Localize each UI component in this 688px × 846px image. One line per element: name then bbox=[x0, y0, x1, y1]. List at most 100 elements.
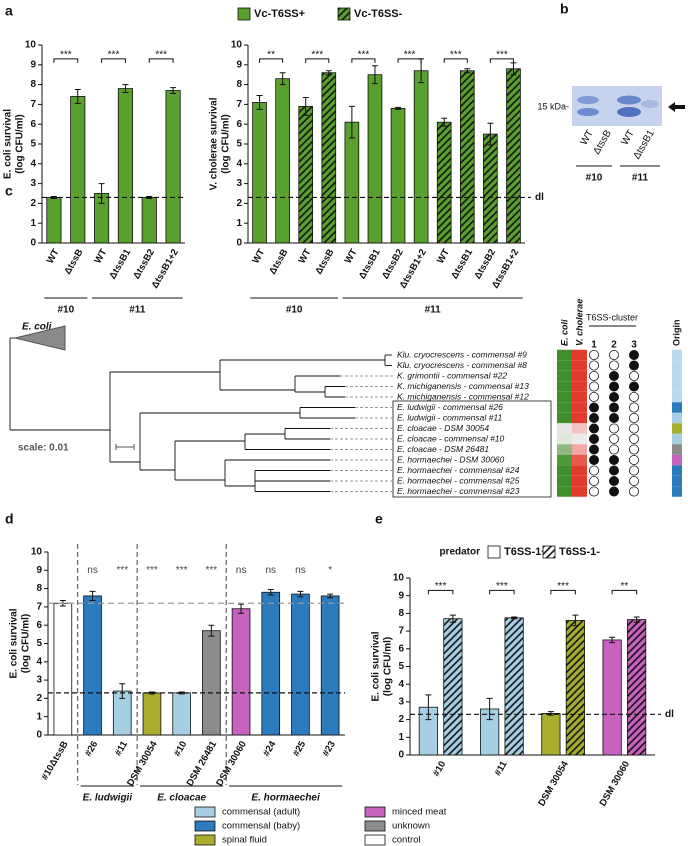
y-tick-label: 7 bbox=[36, 602, 42, 613]
cluster-presence bbox=[629, 391, 640, 402]
cluster-presence bbox=[629, 475, 640, 486]
x-tick-label: #11 bbox=[492, 759, 510, 778]
bar bbox=[165, 90, 181, 244]
y-tick-label: 4 bbox=[36, 656, 42, 667]
origin-cell bbox=[672, 412, 682, 424]
blot-band bbox=[577, 96, 599, 104]
sig-label: *** bbox=[155, 50, 167, 61]
heatmap-cell bbox=[572, 486, 587, 497]
marker-label: 15 kDa- bbox=[537, 101, 569, 111]
legend-label: T6SS-1- bbox=[559, 546, 600, 558]
heatmap-cell bbox=[557, 370, 572, 382]
sig-bracket bbox=[148, 58, 174, 63]
error-bar bbox=[511, 616, 518, 620]
heatmap-cell bbox=[557, 454, 572, 466]
sig-label: *** bbox=[496, 50, 508, 61]
heatmap-cell bbox=[557, 391, 572, 403]
heatmap-cell bbox=[557, 381, 572, 392]
sig-label: * bbox=[328, 565, 332, 576]
bar bbox=[141, 197, 157, 244]
leaf-label: K. grimontii - commensal #22 bbox=[397, 370, 507, 380]
heatmap-cell bbox=[572, 454, 587, 466]
legend-label: Vc-T6SS- bbox=[354, 8, 403, 20]
panel-label: c bbox=[5, 183, 13, 199]
group-label: E. hormaechei bbox=[251, 793, 320, 804]
y-axis-label: (log CFU/ml) bbox=[21, 614, 32, 673]
origin-cell bbox=[672, 349, 682, 361]
sig-bracket bbox=[611, 589, 638, 595]
panel-label: e bbox=[375, 511, 383, 527]
sig-label: *** bbox=[435, 581, 447, 592]
cluster-number: 3 bbox=[631, 340, 637, 351]
bar bbox=[541, 713, 561, 756]
legend-swatch bbox=[364, 820, 386, 832]
y-tick-label: 8 bbox=[398, 608, 404, 619]
cluster-presence bbox=[589, 423, 600, 434]
heatmap-cell bbox=[557, 444, 572, 455]
y-tick-label: 5 bbox=[36, 638, 42, 649]
x-tick-label: #10ΔtssB bbox=[39, 739, 70, 782]
cluster-presence bbox=[589, 454, 600, 465]
lane-label: WT bbox=[579, 128, 596, 147]
error-bar bbox=[208, 624, 215, 637]
y-tick-label: 5 bbox=[236, 139, 242, 150]
x-tick-label: ΔtssB2 bbox=[131, 247, 157, 281]
heatmap-cell bbox=[557, 349, 572, 361]
heatmap-cell bbox=[557, 433, 572, 445]
bar bbox=[565, 620, 585, 756]
y-tick-label: 1 bbox=[236, 218, 242, 229]
heatmap-cell bbox=[572, 370, 587, 382]
group-label: #10 bbox=[286, 305, 303, 316]
cluster-presence bbox=[629, 486, 640, 497]
cluster-presence bbox=[609, 433, 620, 444]
leaf-label: E. hormaechei - commensal #23 bbox=[397, 486, 520, 496]
cluster-presence bbox=[609, 360, 620, 371]
y-tick-label: 2 bbox=[236, 198, 242, 209]
cluster-presence bbox=[629, 381, 640, 392]
bar bbox=[46, 197, 62, 244]
bar bbox=[443, 618, 463, 756]
origin-cell bbox=[672, 454, 682, 466]
y-tick-label: 9 bbox=[36, 565, 42, 576]
legend-swatch bbox=[237, 7, 251, 21]
outgroup-label: E. coli bbox=[22, 322, 52, 333]
x-tick-label: ΔtssB1 bbox=[107, 247, 133, 281]
group-label: E. cloacae bbox=[157, 793, 206, 804]
y-tick-label: 10 bbox=[31, 547, 43, 558]
cluster-presence bbox=[589, 402, 600, 413]
sig-label: *** bbox=[116, 565, 128, 576]
y-tick-label: 0 bbox=[36, 730, 42, 741]
heatmap-cell bbox=[572, 475, 587, 487]
x-tick-label: #11 bbox=[113, 739, 131, 758]
cluster-presence bbox=[609, 486, 620, 497]
cluster-presence bbox=[589, 412, 600, 423]
sig-bracket bbox=[427, 589, 454, 595]
group-label: #10 bbox=[586, 173, 603, 184]
bar bbox=[142, 692, 162, 736]
bar bbox=[602, 639, 622, 756]
y-tick-label: 0 bbox=[236, 238, 242, 249]
heatmap-cell bbox=[572, 423, 587, 434]
error-bar bbox=[302, 96, 309, 116]
sig-label: ** bbox=[620, 581, 628, 592]
leaf-label: Klu. cryocrescens - commensal #9 bbox=[397, 349, 527, 359]
bar bbox=[252, 102, 267, 244]
legend-swatch bbox=[364, 834, 386, 846]
collapsed-clade bbox=[14, 325, 66, 351]
x-tick-label: WT bbox=[435, 247, 452, 265]
y-tick-label: 6 bbox=[398, 643, 404, 654]
y-tick-label: 10 bbox=[231, 40, 243, 51]
y-tick-label: 3 bbox=[398, 697, 404, 708]
heatmap-cell bbox=[557, 486, 572, 497]
panel-label: b bbox=[560, 1, 569, 17]
heatmap-cell bbox=[572, 391, 587, 403]
bar bbox=[506, 68, 521, 244]
cluster-presence bbox=[589, 444, 600, 455]
y-tick-label: 1 bbox=[398, 732, 404, 743]
origin-cell bbox=[672, 423, 682, 434]
y-tick-label: 0 bbox=[30, 238, 36, 249]
error-bar bbox=[371, 65, 378, 85]
heatmap-cell bbox=[572, 412, 587, 424]
sig-bracket bbox=[397, 58, 422, 63]
bar bbox=[483, 133, 498, 244]
